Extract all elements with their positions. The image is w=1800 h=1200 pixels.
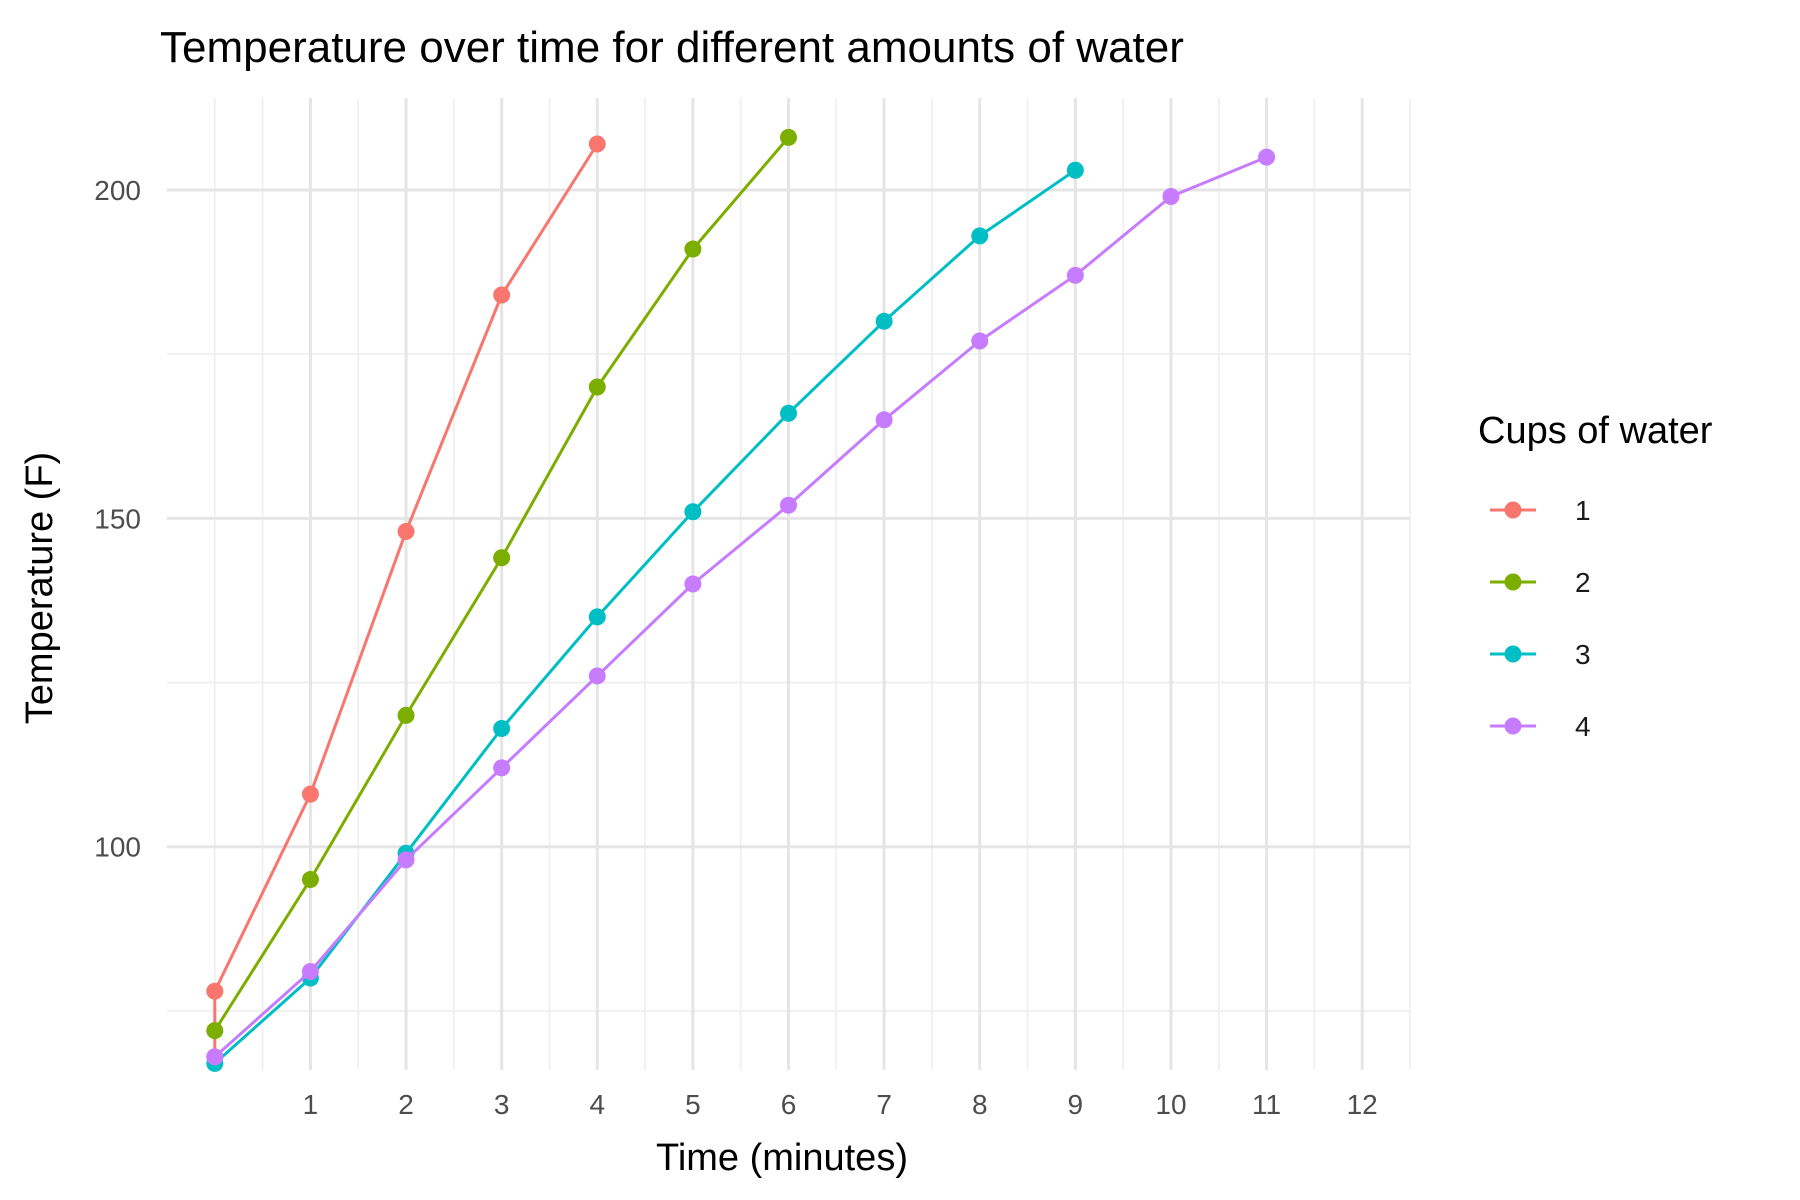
data-point <box>588 135 606 153</box>
y-tick-label: 150 <box>94 503 141 534</box>
data-point <box>1162 188 1180 206</box>
major-gridlines <box>167 98 1410 1070</box>
data-point <box>684 240 702 258</box>
series-line <box>213 155 1268 1059</box>
data-point <box>493 286 511 304</box>
legend-key-point <box>1504 501 1522 519</box>
data-point <box>780 496 797 514</box>
data-point <box>971 227 989 245</box>
data-point <box>684 503 702 521</box>
data-point <box>493 719 511 737</box>
legend-key-point <box>1504 645 1522 663</box>
data-point <box>206 982 224 1000</box>
x-tick-label: 3 <box>494 1089 510 1120</box>
data-point <box>206 1048 224 1066</box>
y-axis-ticks: 100 150 200 <box>94 175 141 863</box>
y-axis-title: Temperature (F) <box>19 452 61 724</box>
data-point <box>780 404 797 422</box>
x-tick-label: 7 <box>876 1089 892 1120</box>
data-point <box>1066 266 1084 284</box>
series-4 <box>206 148 1276 1066</box>
x-axis-title: Time (minutes) <box>656 1137 908 1179</box>
series-2 <box>206 128 797 1040</box>
x-tick-label: 1 <box>303 1089 319 1120</box>
data-point <box>588 667 606 685</box>
data-point <box>971 332 989 350</box>
y-tick-label: 100 <box>94 832 141 863</box>
data-point <box>875 312 893 330</box>
x-axis-ticks: 1 2 3 4 5 6 7 8 9 10 11 12 <box>303 1089 1378 1120</box>
data-point <box>493 549 511 567</box>
data-point <box>588 378 606 396</box>
legend-key-point <box>1504 717 1522 735</box>
x-tick-label: 5 <box>685 1089 701 1120</box>
data-point <box>684 575 702 593</box>
data-point <box>1258 148 1276 166</box>
x-tick-label: 12 <box>1347 1089 1378 1120</box>
x-tick-label: 10 <box>1155 1089 1186 1120</box>
x-tick-label: 9 <box>1068 1089 1084 1120</box>
x-tick-label: 2 <box>398 1089 414 1120</box>
legend-title: Cups of water <box>1478 410 1713 452</box>
x-tick-label: 8 <box>972 1089 988 1120</box>
data-point <box>875 411 893 429</box>
legend-label: 1 <box>1575 495 1591 526</box>
data-point <box>301 871 319 889</box>
data-point <box>588 608 606 626</box>
x-tick-label: 4 <box>589 1089 605 1120</box>
data-point <box>780 128 797 146</box>
legend-key-point <box>1504 573 1522 591</box>
series-line <box>213 143 599 1057</box>
legend-item-3: 3 <box>1490 639 1591 670</box>
data-point <box>1066 161 1084 179</box>
data-point <box>301 785 319 803</box>
data-point <box>397 522 415 540</box>
legend-item-2: 2 <box>1490 567 1591 598</box>
y-tick-label: 200 <box>94 175 141 206</box>
legend-label: 4 <box>1575 711 1591 742</box>
legend: Cups of water 1 2 3 4 <box>1478 410 1713 742</box>
data-point <box>397 851 415 869</box>
legend-label: 3 <box>1575 639 1591 670</box>
data-point <box>493 759 511 777</box>
data-point <box>301 962 319 980</box>
data-point <box>397 706 415 724</box>
legend-items: 1 2 3 4 <box>1490 495 1591 742</box>
legend-item-1: 1 <box>1490 495 1591 526</box>
series-layer <box>206 128 1276 1072</box>
x-tick-label: 6 <box>781 1089 797 1120</box>
data-point <box>206 1022 224 1040</box>
legend-label: 2 <box>1575 567 1591 598</box>
legend-item-4: 4 <box>1490 711 1591 742</box>
chart-title: Temperature over time for different amou… <box>160 23 1184 72</box>
x-tick-label: 11 <box>1252 1089 1281 1120</box>
